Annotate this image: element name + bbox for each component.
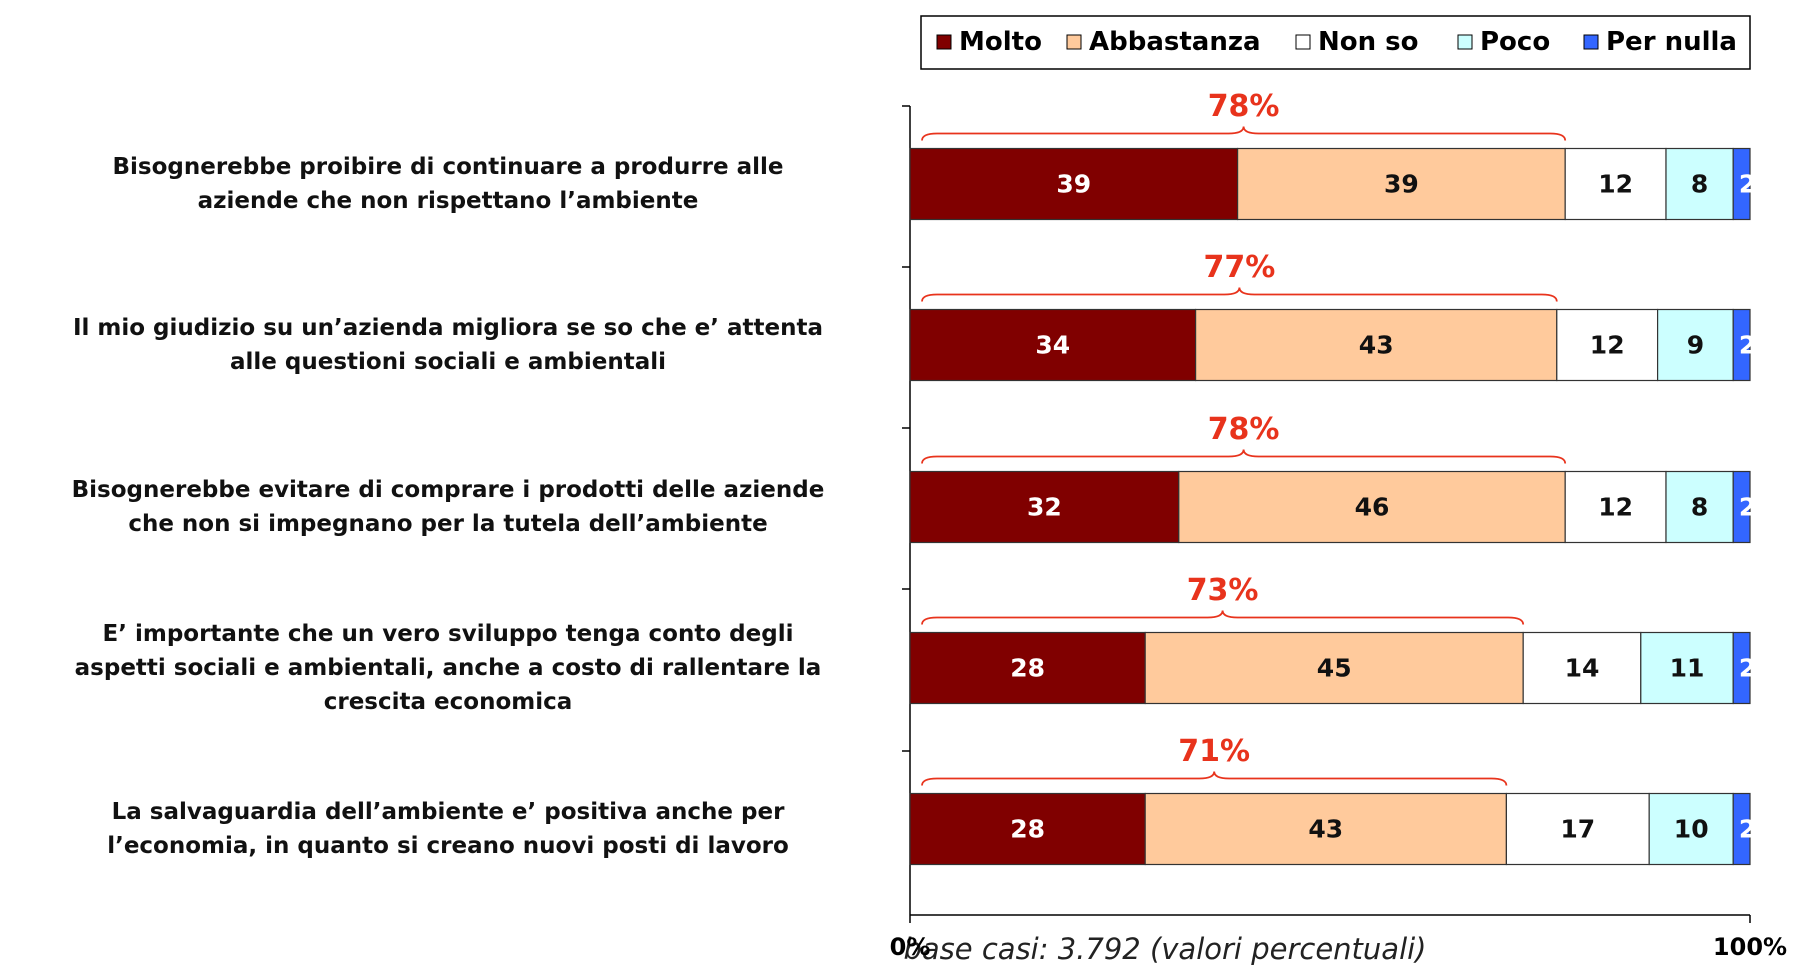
total-brace [921,126,1567,141]
bar-segment [1144,792,1507,866]
legend-swatch [1583,34,1599,50]
bar-segment [1522,631,1642,705]
value-label: 28 [1010,654,1045,683]
bar-segment [1564,470,1667,544]
value-label: 9 [1687,331,1704,360]
bar-segment [909,792,1146,866]
x-tick-label: 0% [890,933,931,961]
bar-segment [1665,147,1734,221]
value-label: 2 [1739,815,1756,844]
category-label: Bisognerebbe evitare di comprare i prodo… [71,477,825,537]
bar-segment [1194,308,1558,382]
bar-segment [1144,631,1524,705]
value-label: 8 [1691,493,1708,522]
bar-segment [1505,792,1650,866]
total-label: 78% [1208,412,1280,447]
value-label: 34 [1035,331,1070,360]
bar-segment [1665,470,1734,544]
bar-segment [1178,470,1566,544]
total-label: 73% [1187,573,1259,608]
bar-segment [1556,308,1659,382]
total-label: 78% [1208,89,1280,124]
legend-swatch [1066,34,1082,50]
bar-segment [1732,308,1751,382]
category-label: La salvaguardia dell’ambiente e’ positiv… [107,799,789,859]
legend-swatch [1295,34,1311,50]
value-label: 2 [1739,170,1756,199]
bar-segment [1732,792,1751,866]
value-label: 2 [1739,654,1756,683]
value-label: 39 [1384,170,1419,199]
bar-segment [1564,147,1667,221]
total-brace [921,287,1558,302]
value-label: 39 [1056,170,1091,199]
legend-swatch [936,34,952,50]
bar-segment [1732,631,1751,705]
total-label: 71% [1178,734,1250,769]
total-brace [921,771,1508,786]
legend-label: Per nulla [1606,27,1737,57]
value-label: 11 [1670,654,1705,683]
value-label: 43 [1308,815,1343,844]
x-tick-label: 100% [1713,933,1787,961]
legend-label: Molto [959,27,1042,57]
value-label: 17 [1560,815,1595,844]
legend-label: Poco [1480,27,1550,57]
value-label: 28 [1010,815,1045,844]
value-label: 2 [1739,331,1756,360]
note: base casi: 3.792 (valori percentuali) [904,932,1427,966]
bar-segment [909,631,1146,705]
total-label: 77% [1203,250,1275,285]
legend-label: Non so [1318,27,1419,57]
category-label: E’ importante che un vero sviluppo tenga… [74,621,822,715]
legend-label: Abbastanza [1089,27,1261,57]
value-label: 12 [1590,331,1625,360]
value-label: 10 [1674,815,1709,844]
value-label: 2 [1739,493,1756,522]
value-label: 32 [1027,493,1062,522]
value-label: 12 [1598,170,1633,199]
bar-segment [1640,631,1734,705]
total-brace [921,610,1525,625]
value-label: 46 [1355,493,1390,522]
total-brace [921,449,1567,464]
bar-segment [1732,470,1751,544]
value-label: 12 [1598,493,1633,522]
category-label: Il mio giudizio su un’azienda migliora s… [72,315,824,375]
bar-segment [909,147,1239,221]
legend-box [920,15,1751,70]
bar-segment [1236,147,1566,221]
bar-segment [909,308,1197,382]
value-label: 14 [1565,654,1600,683]
category-label: Bisognerebbe proibire di continuare a pr… [112,154,784,214]
bar-segment [1656,308,1734,382]
legend-swatch [1457,34,1473,50]
value-label: 8 [1691,170,1708,199]
value-label: 43 [1359,331,1394,360]
bar-segment [1732,147,1751,221]
value-label: 45 [1317,654,1352,683]
